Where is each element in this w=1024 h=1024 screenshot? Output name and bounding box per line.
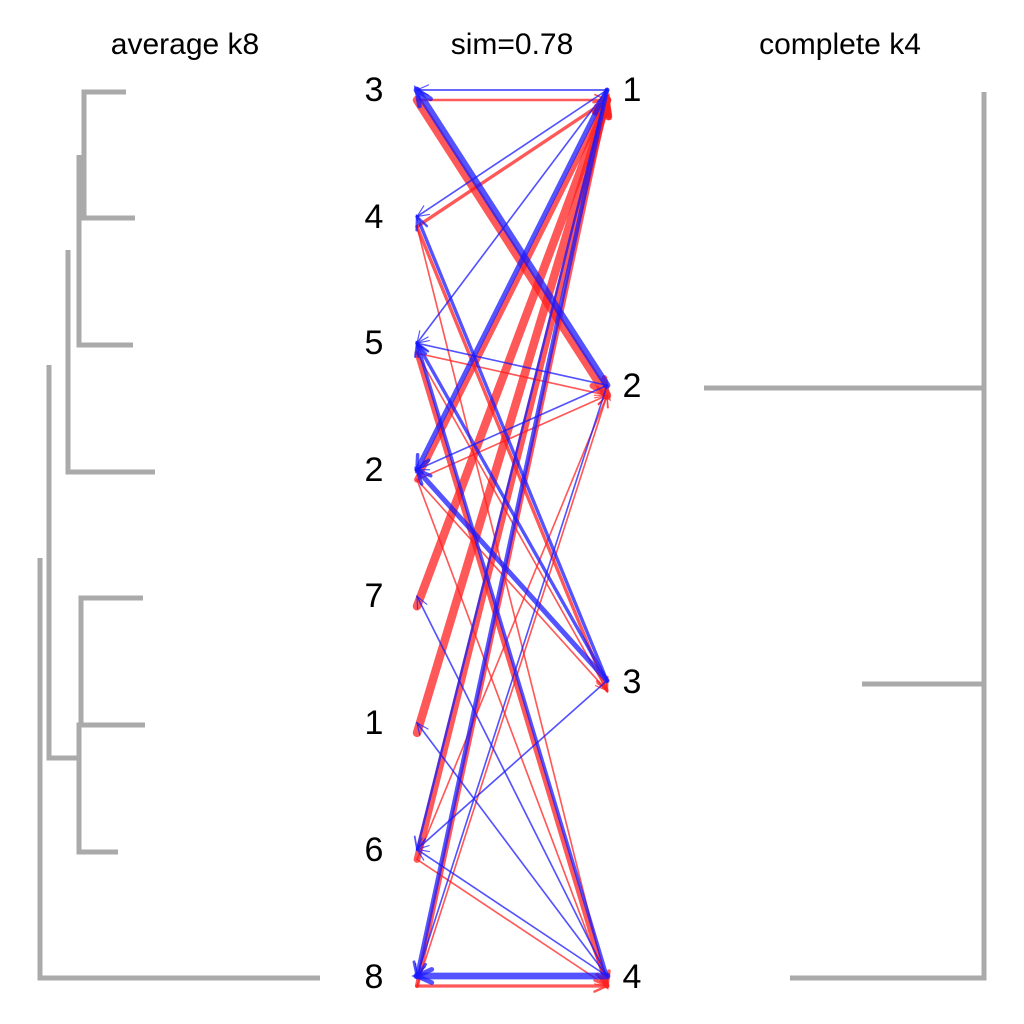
left-dendrogram-branch bbox=[46, 365, 79, 761]
right-node-label: 4 bbox=[623, 958, 642, 996]
left-dendrogram-branch bbox=[78, 595, 143, 725]
right-dendrogram-title: complete k4 bbox=[759, 28, 921, 61]
blue-flow-arrow bbox=[411, 967, 611, 985]
red-flow-group bbox=[412, 93, 613, 993]
red-flow-arrow bbox=[415, 93, 610, 107]
blue-flow-arrow bbox=[415, 213, 609, 683]
left-dendrogram bbox=[37, 89, 320, 981]
blue-flow-arrow bbox=[415, 84, 608, 96]
right-node-labels: 1 2 3 4 bbox=[623, 71, 642, 996]
blue-flow-arrow bbox=[413, 88, 609, 852]
blue-flow-arrow bbox=[414, 466, 610, 684]
left-node-label: 6 bbox=[365, 831, 384, 869]
left-dendrogram-branch bbox=[65, 250, 155, 475]
right-node-label: 2 bbox=[623, 367, 642, 405]
right-node-label: 1 bbox=[623, 71, 642, 109]
left-dendrogram-branch bbox=[37, 558, 320, 981]
blue-flow-arrow bbox=[415, 848, 608, 977]
blue-flow-arrow bbox=[416, 721, 608, 977]
left-dendrogram-title: average k8 bbox=[111, 28, 259, 61]
left-node-labels: 3 4 5 2 7 1 6 8 bbox=[365, 71, 384, 996]
blue-flow-arrow bbox=[413, 85, 611, 389]
right-dendrogram-branch bbox=[790, 92, 987, 981]
right-dendrogram bbox=[704, 92, 987, 981]
red-flow-arrow bbox=[415, 224, 609, 694]
left-node-label: 7 bbox=[365, 577, 384, 615]
blue-flow-arrow bbox=[415, 679, 608, 851]
left-node-label: 8 bbox=[365, 958, 384, 996]
right-node-label: 3 bbox=[623, 663, 642, 701]
similarity-title: sim=0.78 bbox=[451, 28, 574, 61]
blue-flow-arrow bbox=[416, 595, 608, 977]
red-flow-arrow bbox=[415, 979, 610, 993]
left-dendrogram-branch bbox=[81, 89, 135, 221]
left-node-label: 4 bbox=[365, 198, 384, 236]
left-node-label: 2 bbox=[365, 451, 384, 489]
blue-flow-arrow bbox=[414, 340, 609, 978]
blue-flow-group bbox=[411, 84, 611, 985]
left-dendrogram-branch bbox=[76, 722, 145, 855]
left-node-label: 5 bbox=[365, 324, 384, 362]
left-node-label: 3 bbox=[365, 71, 384, 109]
left-dendrogram-branch bbox=[76, 155, 133, 348]
left-node-label: 1 bbox=[365, 704, 384, 742]
red-flow-arrow bbox=[414, 96, 612, 989]
